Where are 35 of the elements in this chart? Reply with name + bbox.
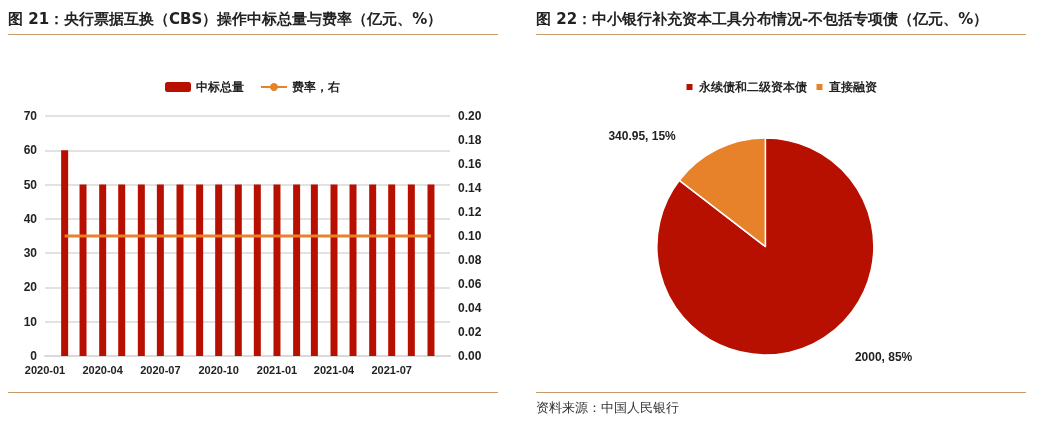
y-tick-label: 70 <box>23 109 38 123</box>
x-tick-label: 2021-07 <box>371 363 412 376</box>
y2-tick-label: 0.06 <box>458 277 482 291</box>
y-tick-label: 60 <box>23 143 38 158</box>
chart-title: 图 22：中小银行补充资本工具分布情况-不包括专项债（亿元、%） <box>536 8 1026 35</box>
y2-tick-label: 0.08 <box>458 253 482 267</box>
y2-tick-label: 0.04 <box>458 301 482 315</box>
chart-title: 图 21：央行票据互换（CBS）操作中标总量与费率（亿元、%） <box>8 8 498 35</box>
y2-tick-label: 0.16 <box>458 157 482 171</box>
legend-label: 直接融资 <box>827 80 877 94</box>
y-tick-label: 10 <box>23 314 38 329</box>
x-tick-label: 2021-01 <box>256 363 298 376</box>
legend-label: 永续债和二级资本债 <box>697 80 807 94</box>
y-tick-label: 50 <box>23 177 38 192</box>
x-tick-label: 2020-10 <box>198 363 239 376</box>
x-tick-label: 2021-04 <box>313 363 356 376</box>
y2-tick-label: 0.14 <box>458 181 482 195</box>
legend-label: 中标总量 <box>196 80 244 94</box>
data-label: 2000, 85% <box>854 350 913 365</box>
legend-label: 费率，右 <box>291 80 340 94</box>
y2-tick-label: 0.18 <box>458 133 482 147</box>
text: 资料来源：中国人民银行 <box>536 392 1026 417</box>
y-tick-label: 30 <box>23 246 38 261</box>
x-tick-label: 2020-04 <box>82 363 124 376</box>
y2-tick-label: 0.12 <box>458 205 482 219</box>
x-tick-label: 2020-01 <box>24 363 66 376</box>
data-label: 340.95, 15% <box>608 128 677 143</box>
y-tick-label: 20 <box>23 280 38 295</box>
y2-tick-label: 0.00 <box>458 349 482 363</box>
y-tick-label: 0 <box>30 349 38 363</box>
y2-tick-label: 0.20 <box>458 109 482 123</box>
y2-tick-label: 0.10 <box>458 229 482 243</box>
x-tick-label: 2020-07 <box>140 363 181 376</box>
y2-tick-label: 0.02 <box>458 325 482 339</box>
y-tick-label: 40 <box>23 211 38 226</box>
